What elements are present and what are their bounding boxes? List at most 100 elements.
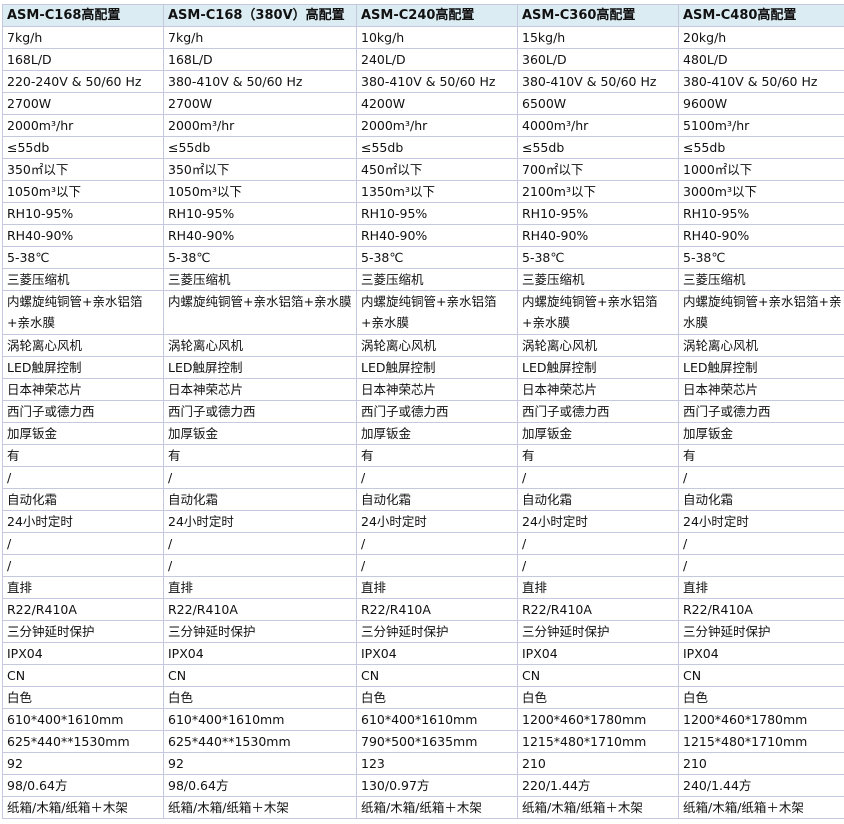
table-cell: 7kg/h [163,26,357,49]
table-cell: 168L/D [163,48,357,71]
table-cell: 10kg/h [356,26,518,49]
table-cell: IPX04 [356,642,518,665]
table-cell: 涡轮离心风机 [163,334,357,357]
table-cell: RH10-95% [678,202,844,225]
table-cell: IPX04 [678,642,844,665]
table-cell: 涡轮离心风机 [678,334,844,357]
table-cell: 450㎡以下 [356,158,518,181]
table-cell: 有 [2,444,164,467]
table-cell: 三分钟延时保护 [2,620,164,643]
table-cell: / [517,532,679,555]
table-cell: / [2,466,164,489]
table-cell: 625*440**1530mm [2,730,164,753]
table-cell: / [517,466,679,489]
table-cell: / [356,466,518,489]
table-cell: 直排 [163,576,357,599]
table-cell: / [517,554,679,577]
table-cell: 98/0.64方 [2,774,164,797]
table-cell: 直排 [2,576,164,599]
table-cell: 168L/D [2,48,164,71]
table-row: 350㎡以下 350㎡以下 450㎡以下 700㎡以下 1000㎡以下 [2,158,844,181]
table-cell: 自动化霜 [163,488,357,511]
table-cell: 2700W [2,92,164,115]
table-cell: 24小时定时 [678,510,844,533]
column-header-model: ASM-C168高配置 [2,4,164,27]
table-cell: RH10-95% [517,202,679,225]
table-cell: R22/R410A [2,598,164,621]
table-cell: 350㎡以下 [2,158,164,181]
table-cell: 西门子或德力西 [2,400,164,423]
table-cell: RH40-90% [2,224,164,247]
table-cell: 610*400*1610mm [2,708,164,731]
table-cell: 有 [356,444,518,467]
table-cell: 有 [517,444,679,467]
table-cell: RH40-90% [356,224,518,247]
table-cell: CN [163,664,357,687]
table-row: 24小时定时 24小时定时 24小时定时 24小时定时 24小时定时 [2,510,844,533]
table-cell: 1050m³以下 [2,180,164,203]
table-row: 92 92 123 210 210 [2,752,844,775]
table-cell: 790*500*1635mm [356,730,518,753]
table-cell: 有 [163,444,357,467]
table-row: / / / / / [2,466,844,489]
table-cell: 内螺旋纯铜管+亲水铝箔+亲水膜 [678,290,844,335]
table-cell: 610*400*1610mm [163,708,357,731]
table-cell: 白色 [678,686,844,709]
table-cell: 三菱压缩机 [163,268,357,291]
table-cell: 380-410V & 50/60 Hz [517,70,679,93]
table-cell: RH10-95% [2,202,164,225]
table-cell: RH10-95% [356,202,518,225]
table-cell: 5-38℃ [678,246,844,269]
table-cell: / [356,532,518,555]
table-cell: / [163,466,357,489]
table-row: 内螺旋纯铜管+亲水铝箔+亲水膜 内螺旋纯铜管+亲水铝箔+亲水膜 内螺旋纯铜管+亲水铝… [2,290,844,335]
header-row: ASM-C168高配置 ASM-C168（380V）高配置 ASM-C240高配置 A… [2,4,844,27]
table-cell: 三分钟延时保护 [356,620,518,643]
table-cell: 内螺旋纯铜管+亲水铝箔+亲水膜 [356,290,518,335]
table-cell: 7kg/h [2,26,164,49]
table-cell: 92 [163,752,357,775]
table-cell: 纸箱/木箱/纸箱＋木架 [678,796,844,819]
table-cell: LED触屏控制 [356,356,518,379]
table-cell: 三菱压缩机 [2,268,164,291]
table-cell: 700㎡以下 [517,158,679,181]
table-cell: 240/1.44方 [678,774,844,797]
table-cell: 130/0.97方 [356,774,518,797]
table-row: 7kg/h 7kg/h 10kg/h 15kg/h 20kg/h [2,26,844,49]
table-row: 5-38℃ 5-38℃ 5-38℃ 5-38℃ 5-38℃ [2,246,844,269]
table-cell: ≤55db [678,136,844,159]
table-cell: 24小时定时 [517,510,679,533]
table-cell: 白色 [163,686,357,709]
table-cell: 4000m³/hr [517,114,679,137]
table-row: 三菱压缩机 三菱压缩机 三菱压缩机 三菱压缩机 三菱压缩机 [2,268,844,291]
column-header-model: ASM-C168（380V）高配置 [163,4,357,27]
table-cell: RH10-95% [163,202,357,225]
table-row: 610*400*1610mm 610*400*1610mm 610*400*1610… [2,708,844,731]
table-cell: 内螺旋纯铜管+亲水铝箔+亲水膜 [517,290,679,335]
table-row: 西门子或德力西 西门子或德力西 西门子或德力西 西门子或德力西 西门子或德力西 [2,400,844,423]
table-cell: 24小时定时 [163,510,357,533]
table-row: 2700W 2700W 4200W 6500W 9600W [2,92,844,115]
table-cell: ≤55db [356,136,518,159]
table-cell: 日本神荣芯片 [517,378,679,401]
spec-table: ASM-C168高配置 ASM-C168（380V）高配置 ASM-C240高配置 A… [2,4,844,819]
table-cell: CN [517,664,679,687]
table-cell: 直排 [517,576,679,599]
table-cell: ≤55db [2,136,164,159]
table-cell: 日本神荣芯片 [678,378,844,401]
table-row: ≤55db ≤55db ≤55db ≤55db ≤55db [2,136,844,159]
table-cell: 6500W [517,92,679,115]
table-cell: 92 [2,752,164,775]
table-cell: 15kg/h [517,26,679,49]
table-cell: 加厚钣金 [163,422,357,445]
table-cell: 1350m³以下 [356,180,518,203]
table-cell: IPX04 [163,642,357,665]
table-cell: / [2,554,164,577]
table-cell: 98/0.64方 [163,774,357,797]
table-cell: 纸箱/木箱/纸箱＋木架 [356,796,518,819]
table-cell: 直排 [678,576,844,599]
table-cell: 240L/D [356,48,518,71]
table-cell: 内螺旋纯铜管+亲水铝箔+亲水膜 [2,290,164,335]
column-header-model: ASM-C240高配置 [356,4,518,27]
table-cell: 加厚钣金 [2,422,164,445]
